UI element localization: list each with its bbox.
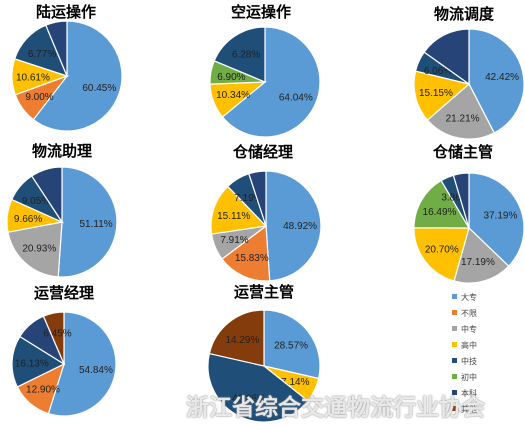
pie-slice <box>413 70 471 121</box>
slice-label: 20.93% <box>22 244 56 255</box>
chart-title: 物流调度 <box>434 5 495 23</box>
chart-title: 空运操作 <box>231 3 291 21</box>
pie-chart-3: 物流助理 51.11% 20.93% 9.66% 9.05% <box>6 142 118 278</box>
slice-label: 51.11% <box>80 219 113 230</box>
legend-swatch <box>452 342 457 347</box>
slice-label: 20.70% <box>425 245 459 256</box>
pie-slice <box>45 20 68 77</box>
pie-slice <box>413 179 471 229</box>
legend-swatch <box>452 390 457 395</box>
pie-chart-2: 物流调度 42.42% 21.21% 15.15% 6.06% <box>413 5 525 140</box>
pie-chart-0: 陆运操作 60.45% 9.00% 10.61% 6.77% <box>11 3 123 132</box>
pie-slice <box>221 224 271 282</box>
pie-slice <box>7 221 63 278</box>
slice-label: 6.45% <box>43 328 71 339</box>
watermark-text: 浙江省综合交通物流行业协会 <box>186 395 485 421</box>
slice-label: 21.21% <box>446 114 480 125</box>
chart-title: 运营经理 <box>34 284 94 302</box>
pie-slice <box>221 26 321 138</box>
slice-label: 54.84% <box>79 365 113 376</box>
pie-chart-5: 仓储主管 37.19% 17.19%20.70% 16.49% 3.86% <box>413 143 525 284</box>
slice-label: 10.61% <box>16 73 50 84</box>
slice-label: 37.19% <box>483 211 517 222</box>
pie-slice <box>47 311 117 417</box>
pie-slice <box>248 170 267 227</box>
slice-label: 12.90% <box>26 385 60 396</box>
slice-label: 14.29% <box>225 335 259 346</box>
slice-label: 7.91% <box>220 235 248 246</box>
legend-label: 初中 <box>461 372 477 382</box>
pie-slice <box>42 311 65 365</box>
chart-title: 物流助理 <box>32 142 92 160</box>
slice-label: 42.86% <box>232 393 266 404</box>
slice-label: 15.11% <box>217 211 250 222</box>
pie-chart-1: 空运操作 64.04% 10.34% 6.90% 6.28% <box>209 3 321 138</box>
pie-slice <box>210 185 268 235</box>
slice-label: 6.90% <box>217 72 245 83</box>
chart-title: 仓储经理 <box>232 143 293 161</box>
slice-label: 6.28% <box>232 50 260 61</box>
pie-slice <box>426 83 496 140</box>
chart-title: 运营主管 <box>234 283 294 301</box>
pie-slice <box>30 166 63 225</box>
slice-label: 48.92% <box>283 221 317 232</box>
slice-label: 15.15% <box>419 88 453 99</box>
pie-slice <box>208 309 265 367</box>
legend-swatch <box>452 406 457 411</box>
legend-swatch <box>452 358 457 363</box>
legend-swatch <box>452 294 457 299</box>
pie-slice <box>468 28 525 134</box>
legend-swatch <box>452 326 457 331</box>
slice-label: 6.77% <box>28 49 56 60</box>
slice-label: 16.13% <box>15 358 49 369</box>
slice-label: 7.19% <box>234 193 262 204</box>
pie-slice <box>452 172 470 229</box>
pie-slice <box>265 170 322 282</box>
legend-label: 高中 <box>461 340 477 350</box>
slice-label: 15.83% <box>235 253 269 264</box>
chart-title: 仓储主管 <box>432 143 493 161</box>
slice-label: 9.05% <box>22 196 50 207</box>
pie-slice <box>468 172 525 267</box>
slice-label: 28.57% <box>274 340 308 351</box>
legend-label: 不限 <box>461 309 477 318</box>
pie-slice <box>413 227 470 282</box>
slice-label: 64.04% <box>279 93 313 104</box>
slice-label: 9.66% <box>14 214 42 225</box>
pie-slice <box>207 352 309 423</box>
pie-slice <box>57 166 118 278</box>
pie-chart-7: 运营主管 28.57% 7.14% 42.86% 14.29% <box>207 283 321 423</box>
legend-label: 中专 <box>461 324 477 334</box>
legend-label: 本科 <box>461 388 477 398</box>
legend-label: 大专 <box>461 292 477 302</box>
slice-label: 3.86% <box>441 193 469 204</box>
slice-label: 42.42% <box>485 72 519 83</box>
slice-label: 60.45% <box>82 83 116 94</box>
pie-slice <box>423 28 470 86</box>
slice-label: 10.34% <box>216 90 250 101</box>
legend-label: 中技 <box>461 356 477 366</box>
slice-label: 6.06% <box>424 66 452 77</box>
pie-slice <box>453 226 510 284</box>
chart-title: 陆运操作 <box>36 3 96 21</box>
legend-swatch <box>452 374 457 379</box>
slice-label: 16.49% <box>423 207 457 218</box>
pie-slice <box>32 20 123 132</box>
legend-label: 其他 <box>461 404 477 414</box>
slice-label: 9.00% <box>25 92 53 103</box>
legend-swatch <box>452 310 457 315</box>
slice-label: 17.19% <box>461 257 495 268</box>
slice-label: 7.14% <box>281 377 309 388</box>
pie-slice <box>11 335 66 388</box>
pie-chart-4: 仓储经理 48.92% 15.83% 7.91% 15.11% 7.19% <box>210 143 322 282</box>
pie-chart-6: 运营经理 54.84% 12.90% 16.13% 6.45% <box>11 284 117 417</box>
pie-slice <box>263 309 321 380</box>
pie-slice <box>213 26 266 83</box>
